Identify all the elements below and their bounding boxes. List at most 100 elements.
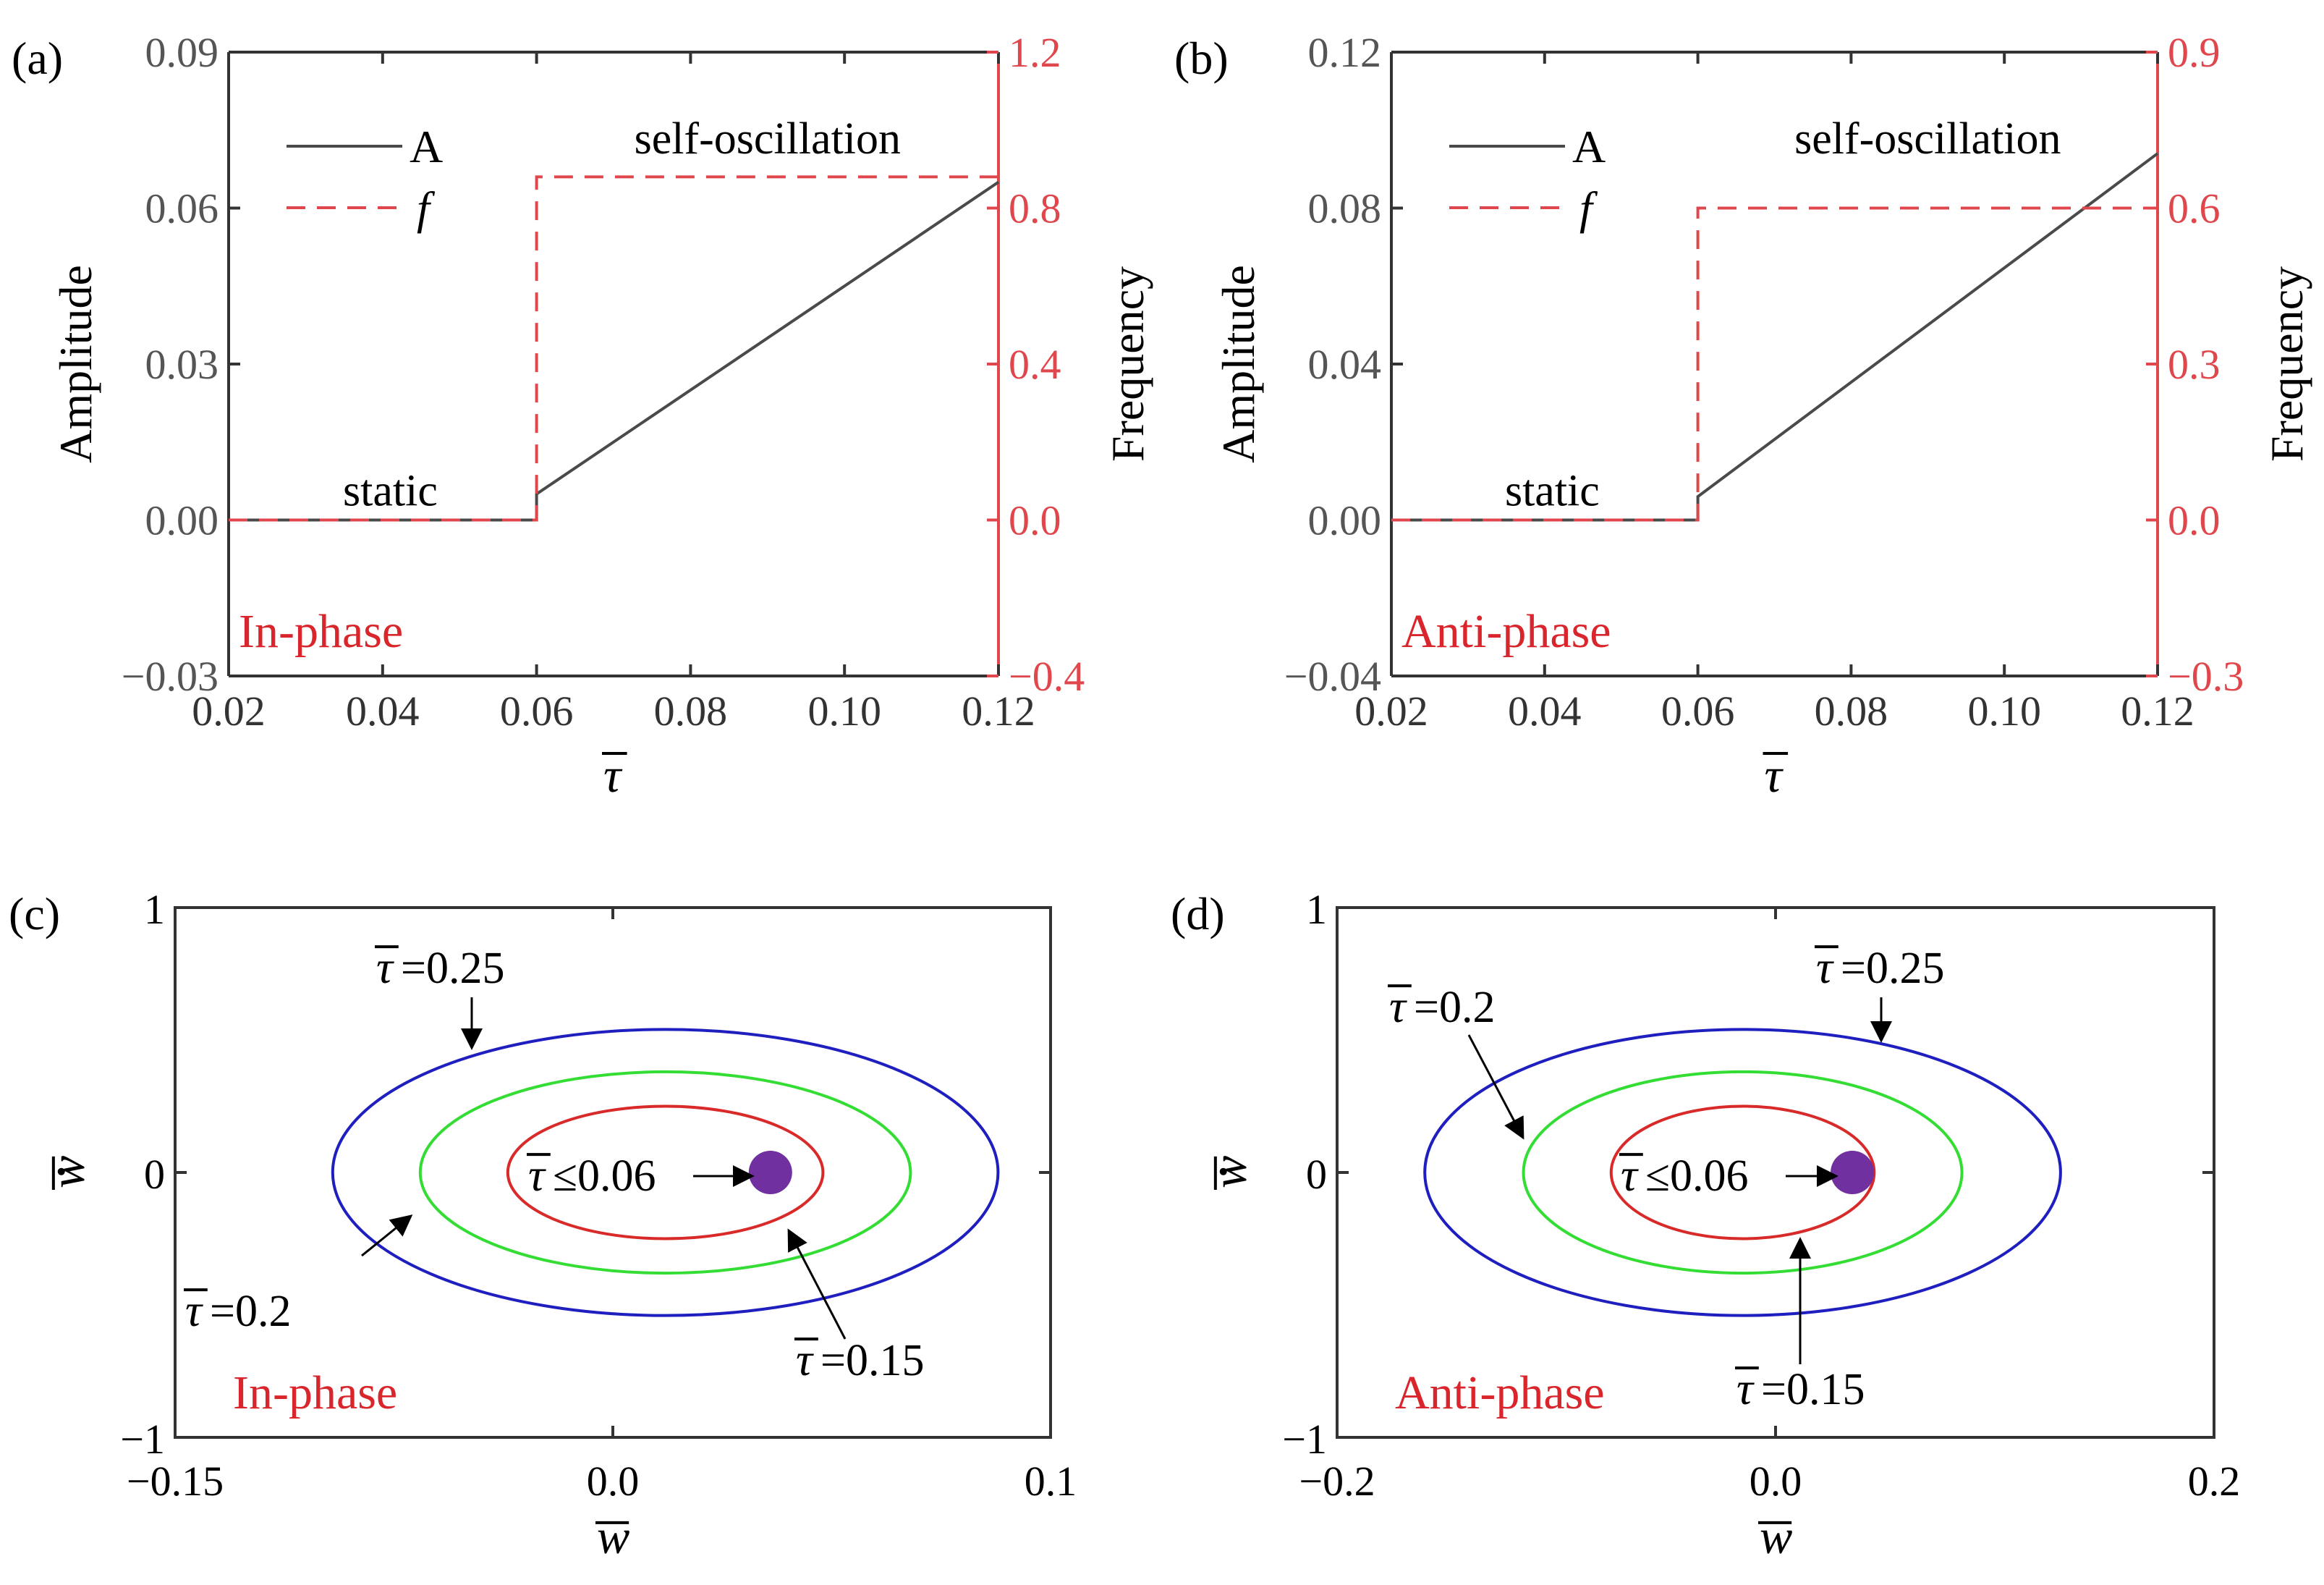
annotation-tau-020-tau: τ — [1388, 981, 1412, 1032]
legend-f-label: f — [1579, 182, 1598, 234]
x-tick-label: 0.04 — [1508, 688, 1582, 735]
y-tick-label: 0 — [144, 1151, 165, 1198]
x-tick-label: 0.2 — [2188, 1458, 2241, 1505]
phase-label: Anti-phase — [1401, 605, 1611, 658]
y-left-tick-label: 0.00 — [1308, 497, 1382, 544]
y-left-tick-label: 0.03 — [145, 341, 219, 388]
y-tick-label: 1 — [144, 886, 165, 933]
y-axis-label-glyph: w — [1202, 1156, 1257, 1188]
x-tick-label: 0.02 — [1354, 688, 1428, 735]
arrow-tau-015 — [787, 1228, 847, 1340]
arrow-tau-020 — [1467, 1034, 1524, 1140]
y-left-tick-label: 0.08 — [1308, 185, 1382, 232]
x-tick-label: 0.10 — [807, 688, 881, 735]
x-axis-label: τ — [1763, 748, 1789, 803]
y-right-tick-label: 0.0 — [2168, 497, 2221, 544]
y-tick-label: 0 — [1306, 1151, 1327, 1198]
y-axis-label: w — [1202, 1156, 1257, 1190]
x-tick-label: 0.06 — [500, 688, 574, 735]
annotation-tau-025-tau: τ — [1815, 942, 1839, 993]
panel-a: 0.02 0.04 0.06 0.08 0.10 0.12 −0.03 0.00 0.03 0.0… — [12, 29, 1153, 803]
y-axis-label-wrap: w — [40, 1156, 95, 1190]
annotation-tau-020: =0.2 — [1414, 983, 1495, 1032]
y-right-tick-label: 0.8 — [1009, 185, 1061, 232]
annotation-tau-025-tau: τ — [375, 942, 399, 993]
x-tick-label: −0.15 — [127, 1458, 224, 1505]
y-tick-label: −1 — [120, 1416, 165, 1463]
y-left-tick-label: 0.00 — [145, 497, 219, 544]
y-right-axis-label: Frequency — [2261, 266, 2312, 462]
y-right-tick-label: −0.3 — [2168, 653, 2244, 700]
annotation-self-oscillation: self-oscillation — [1794, 114, 2061, 164]
annotation-tau-fixed-tau-glyph: τ — [528, 1149, 546, 1201]
legend-A-label: A — [410, 121, 443, 172]
limit-cycle-2 — [1609, 1104, 1876, 1240]
y-left-axis-label: Amplitude — [1213, 265, 1264, 463]
y-right-tick-label: 0.3 — [2168, 341, 2221, 388]
x-axis-label-glyph: τ — [1765, 748, 1784, 803]
y-right-tick-label: 0.0 — [1009, 497, 1061, 544]
y-left-tick-label: 0.04 — [1308, 341, 1382, 388]
limit-cycle-1 — [418, 1070, 912, 1275]
y-left-tick-label: −0.04 — [1284, 653, 1381, 700]
y-right-tick-label: −0.4 — [1009, 653, 1085, 700]
x-tick-label: 0.12 — [962, 688, 1035, 735]
annotation-tau-fixed-tau: τ — [527, 1149, 551, 1201]
legend-f-label: f — [417, 182, 436, 234]
x-axis-label-glyph: w — [597, 1509, 629, 1564]
annotation-tau-025: =0.25 — [1841, 944, 1944, 993]
annotation-static: static — [1505, 467, 1600, 516]
x-tick-label: −0.2 — [1299, 1458, 1375, 1505]
limit-cycle-0 — [331, 1028, 1000, 1317]
annotation-tau-025-tau-glyph: τ — [1816, 942, 1834, 993]
annotation-tau-fixed: ≤0.06 — [1645, 1151, 1749, 1201]
y-tick-label: 1 — [1306, 886, 1327, 933]
x-tick-label: 0.06 — [1661, 688, 1735, 735]
y-axis-label-wrap: w — [1202, 1156, 1257, 1190]
phase-label: In-phase — [233, 1366, 397, 1419]
legend-A-label: A — [1572, 121, 1606, 172]
panel-label: (d) — [1171, 888, 1225, 939]
panel-label: (a) — [12, 33, 63, 84]
limit-cycle-2 — [506, 1104, 825, 1240]
x-axis-label: τ — [602, 748, 627, 803]
annotation-tau-fixed-tau-glyph: τ — [1621, 1149, 1639, 1201]
y-right-tick-label: 0.6 — [2168, 185, 2221, 232]
x-tick-label: 0.08 — [1815, 688, 1888, 735]
x-tick-label: 0.08 — [654, 688, 728, 735]
phase-label: In-phase — [239, 605, 403, 658]
annotation-tau-fixed-tau: τ — [1619, 1149, 1643, 1201]
y-right-axis-label: Frequency — [1102, 266, 1153, 462]
panel-label: (b) — [1174, 33, 1229, 84]
y-left-tick-label: 0.12 — [1308, 29, 1382, 76]
fixed-point-dot — [1831, 1151, 1875, 1194]
x-tick-label: 0.1 — [1025, 1458, 1077, 1505]
y-axis-label-glyph: w — [40, 1156, 95, 1188]
annotation-tau-020-tau: τ — [184, 1285, 208, 1336]
annotation-tau-015: =0.15 — [1761, 1365, 1865, 1414]
annotation-tau-015-tau: τ — [1735, 1363, 1759, 1414]
annotation-tau-015-tau-glyph: τ — [796, 1334, 814, 1385]
x-tick-label: 0.0 — [587, 1458, 640, 1505]
annotation-static: static — [343, 467, 438, 516]
x-axis-label: w — [1758, 1509, 1792, 1564]
series-f-line — [1391, 206, 2158, 522]
arrow-tau-020 — [361, 1214, 413, 1257]
x-tick-label: 0.10 — [1967, 688, 2041, 735]
series-A-line — [1391, 152, 2159, 522]
y-left-tick-label: −0.03 — [122, 653, 219, 700]
annotation-tau-015-tau: τ — [794, 1334, 818, 1385]
annotation-tau-020: =0.2 — [210, 1287, 291, 1336]
y-tick-label: −1 — [1282, 1416, 1327, 1463]
y-left-tick-label: 0.06 — [145, 185, 219, 232]
x-axis-label: w — [595, 1509, 629, 1564]
x-tick-label: 0.12 — [2121, 688, 2194, 735]
x-tick-label: 0.04 — [346, 688, 420, 735]
annotation-self-oscillation: self-oscillation — [635, 114, 901, 164]
limit-cycle-1 — [1522, 1070, 1964, 1275]
panel-label: (c) — [9, 888, 60, 939]
annotation-tau-fixed: ≤0.06 — [553, 1151, 656, 1201]
